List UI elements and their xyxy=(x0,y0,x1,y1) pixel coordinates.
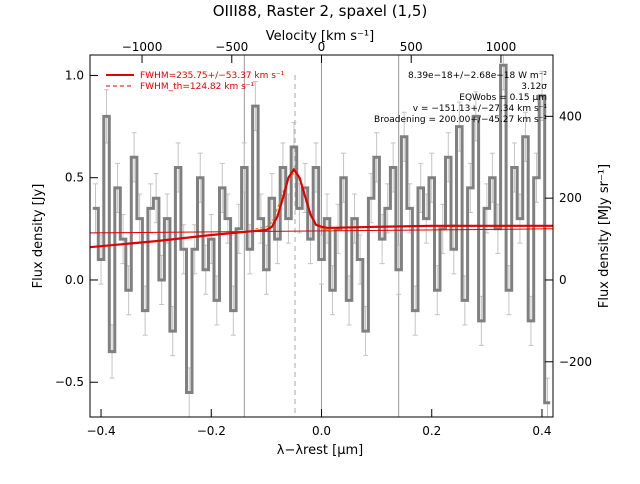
x-tick-label: −0.2 xyxy=(197,424,226,438)
fit-annotation: Broadening = 200.00+/−45.27 km s⁻¹ xyxy=(374,115,547,125)
y-tick-label: −0.5 xyxy=(55,375,84,389)
legend: FWHM=235.75+/−53.37 km s⁻¹FWHM_th=124.82… xyxy=(106,71,285,92)
series-layer xyxy=(89,55,554,417)
y-axis-label: Flux density [Jy] xyxy=(31,184,46,289)
chart-title: OIII88, Raster 2, spaxel (1,5) xyxy=(213,2,428,20)
fit-annotation: 8.39e−18+/−2.68e−18 W m⁻² xyxy=(408,71,547,81)
top-x-axis-label: Velocity [km s⁻¹] xyxy=(266,29,374,44)
fit-annotation: EQWobs = 0.15 μm xyxy=(459,93,547,103)
legend-label: FWHM_th=124.82 km s⁻¹ xyxy=(140,82,255,92)
spectrum-line xyxy=(92,63,551,405)
x-tick-label: 0.4 xyxy=(532,424,551,438)
x-tick-label: 0.2 xyxy=(422,424,441,438)
legend-label: FWHM=235.75+/−53.37 km s⁻¹ xyxy=(140,71,285,81)
x-tick-label: −0.4 xyxy=(86,424,115,438)
y-tick-label: 1.0 xyxy=(65,68,84,82)
top-tick-label: −1000 xyxy=(122,40,163,54)
top-tick-label: 0 xyxy=(318,40,326,54)
top-tick-label: 500 xyxy=(400,40,423,54)
x-tick-label: 0.0 xyxy=(312,424,331,438)
ticks-layer: −0.4 −0.2 0.0 0.2 0.4 −1000 −500 0 500 1000 −0.5 0.… xyxy=(55,40,592,438)
top-tick-label: −500 xyxy=(215,40,248,54)
right-tick-label: 200 xyxy=(559,191,582,205)
right-tick-label: −200 xyxy=(559,355,592,369)
gaussian-fit-line xyxy=(89,167,553,249)
x-axis-label: λ−λrest [μm] xyxy=(277,443,363,458)
fit-annotation: 3.12σ xyxy=(521,82,547,92)
y-tick-label: 0.0 xyxy=(65,273,84,287)
right-y-axis-label: Flux density [MJy sr⁻¹] xyxy=(597,164,612,308)
thermal-fit-line xyxy=(255,172,333,232)
top-tick-label: 1000 xyxy=(486,40,517,54)
y-tick-label: 0.5 xyxy=(65,171,84,185)
right-tick-label: 400 xyxy=(559,109,582,123)
continuum-line xyxy=(89,228,554,234)
right-tick-label: 0 xyxy=(559,273,567,287)
fit-annotation: v = −151.13+/−27.34 km s⁻¹ xyxy=(413,104,548,114)
